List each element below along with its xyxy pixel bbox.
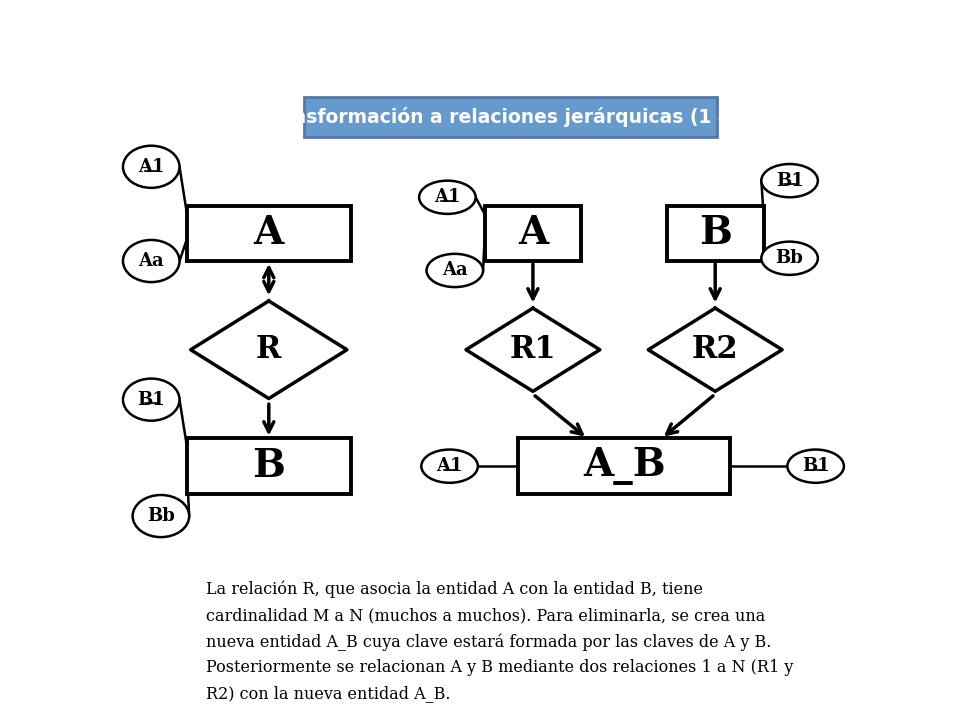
Text: B: B bbox=[699, 215, 732, 252]
Text: R: R bbox=[256, 334, 281, 365]
Text: A1: A1 bbox=[434, 188, 461, 206]
Ellipse shape bbox=[421, 449, 478, 483]
Text: B1: B1 bbox=[802, 457, 829, 475]
Text: R2) con la nueva entidad A_B.: R2) con la nueva entidad A_B. bbox=[205, 685, 450, 702]
FancyBboxPatch shape bbox=[518, 438, 731, 494]
Text: R1: R1 bbox=[510, 334, 556, 365]
Text: cardinalidad M a N (muchos a muchos). Para eliminarla, se crea una: cardinalidad M a N (muchos a muchos). Pa… bbox=[205, 607, 765, 624]
Ellipse shape bbox=[420, 181, 475, 214]
Ellipse shape bbox=[132, 495, 189, 537]
Ellipse shape bbox=[123, 240, 180, 282]
FancyBboxPatch shape bbox=[485, 206, 582, 261]
Text: A1: A1 bbox=[437, 457, 463, 475]
Ellipse shape bbox=[123, 379, 180, 420]
FancyBboxPatch shape bbox=[304, 97, 717, 137]
Ellipse shape bbox=[761, 164, 818, 197]
Ellipse shape bbox=[787, 449, 844, 483]
Text: B1: B1 bbox=[776, 171, 804, 189]
Text: Bb: Bb bbox=[147, 507, 175, 525]
Text: B: B bbox=[252, 447, 285, 485]
Text: Aa: Aa bbox=[442, 261, 468, 279]
FancyBboxPatch shape bbox=[187, 206, 350, 261]
Text: B1: B1 bbox=[137, 391, 165, 409]
Text: A1: A1 bbox=[138, 158, 164, 176]
Text: Transformación a relaciones jerárquicas (1 a N): Transformación a relaciones jerárquicas … bbox=[260, 107, 761, 127]
Ellipse shape bbox=[426, 254, 483, 287]
Text: Bb: Bb bbox=[776, 249, 804, 267]
FancyBboxPatch shape bbox=[187, 438, 350, 494]
Text: La relación R, que asocia la entidad A con la entidad B, tiene: La relación R, que asocia la entidad A c… bbox=[205, 581, 703, 598]
Text: nueva entidad A_B cuya clave estará formada por las claves de A y B.: nueva entidad A_B cuya clave estará form… bbox=[205, 633, 771, 651]
Text: A_B: A_B bbox=[583, 447, 665, 485]
Ellipse shape bbox=[123, 145, 180, 188]
Text: Aa: Aa bbox=[138, 252, 164, 270]
Text: R2: R2 bbox=[692, 334, 738, 365]
Ellipse shape bbox=[761, 242, 818, 275]
FancyBboxPatch shape bbox=[667, 206, 763, 261]
Text: A: A bbox=[517, 215, 548, 252]
Text: Posteriormente se relacionan A y B mediante dos relaciones 1 a N (R1 y: Posteriormente se relacionan A y B media… bbox=[205, 659, 793, 676]
Text: A: A bbox=[253, 215, 284, 252]
